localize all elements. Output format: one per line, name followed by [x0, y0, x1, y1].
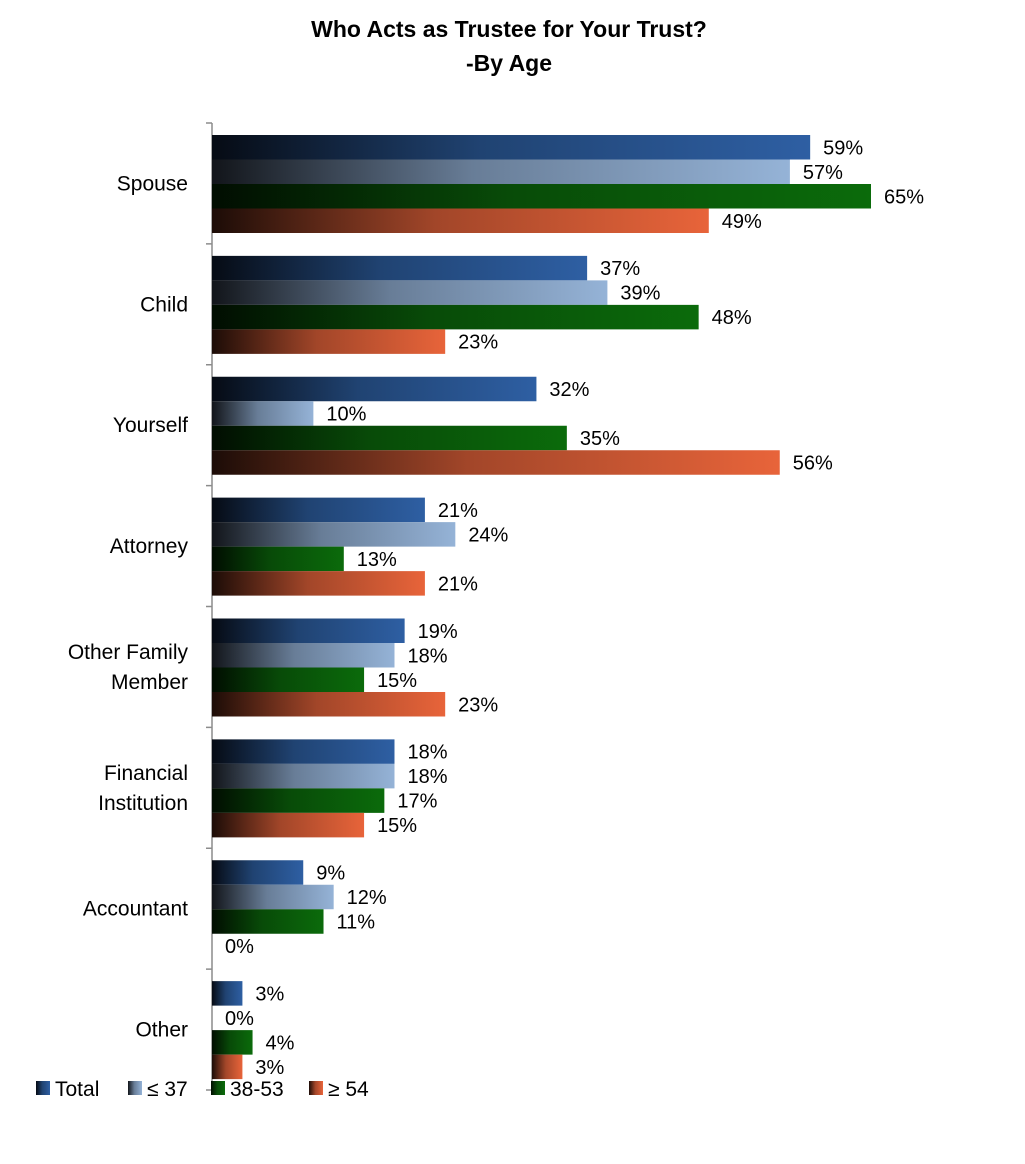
data-label-financial-institution-total: 18% — [407, 742, 447, 764]
bar-other-family-member-ge-54 — [212, 692, 446, 717]
bar-other-total — [212, 981, 243, 1006]
legend-swatch-le-37 — [128, 1081, 142, 1095]
data-label-other-family-member-38-53: 15% — [377, 670, 417, 692]
data-label-spouse-ge-54: 49% — [722, 211, 762, 233]
bar-yourself-ge-54 — [212, 450, 780, 475]
legend-swatch-38-53 — [211, 1081, 225, 1095]
data-label-attorney-38-53: 13% — [357, 549, 397, 571]
bar-attorney-total — [212, 497, 425, 523]
legend-label-ge-54: ≥ 54 — [328, 1078, 369, 1101]
bar-spouse-ge-54 — [212, 208, 709, 233]
data-label-yourself-38-53: 35% — [580, 428, 620, 450]
data-label-yourself-le-37: 10% — [326, 404, 366, 426]
data-label-financial-institution-38-53: 17% — [397, 791, 437, 813]
bar-financial-institution-le-37 — [212, 763, 395, 789]
data-label-other-family-member-le-37: 18% — [407, 645, 447, 667]
data-label-attorney-le-37: 24% — [468, 524, 508, 546]
category-label-other: Other — [135, 1019, 188, 1042]
legend-label-total: Total — [55, 1078, 99, 1101]
data-label-yourself-total: 32% — [549, 379, 589, 401]
chart-title: Who Acts as Trustee for Your Trust? — [311, 16, 707, 42]
bar-attorney-38-53 — [212, 546, 344, 572]
legend-label-38-53: 38-53 — [230, 1078, 284, 1101]
data-label-child-ge-54: 23% — [458, 332, 498, 354]
data-label-financial-institution-ge-54: 15% — [377, 815, 417, 837]
bar-yourself-38-53 — [212, 425, 567, 451]
bar-child-le-37 — [212, 280, 608, 305]
bar-other-family-member-total — [212, 618, 405, 643]
bar-financial-institution-total — [212, 739, 395, 764]
category-label-other-family-member: Other Family — [68, 641, 189, 664]
category-label-child: Child — [140, 293, 188, 316]
category-label-yourself: Yourself — [113, 414, 188, 437]
data-label-accountant-total: 9% — [316, 863, 345, 885]
bar-other-ge-54 — [212, 1054, 243, 1080]
data-label-accountant-le-37: 12% — [347, 887, 387, 909]
data-label-child-38-53: 48% — [712, 307, 752, 329]
bar-financial-institution-ge-54 — [212, 812, 365, 838]
category-label-accountant: Accountant — [83, 898, 188, 921]
data-label-child-le-37: 39% — [620, 283, 660, 305]
data-label-spouse-total: 59% — [823, 137, 863, 159]
data-label-child-total: 37% — [600, 258, 640, 280]
data-label-spouse-le-37: 57% — [803, 162, 843, 184]
data-label-other-ge-54: 3% — [255, 1057, 284, 1079]
legend-swatch-total — [36, 1081, 50, 1095]
bar-child-ge-54 — [212, 329, 446, 354]
data-label-other-family-member-total: 19% — [418, 621, 458, 643]
data-label-attorney-total: 21% — [438, 500, 478, 522]
bar-accountant-total — [212, 860, 304, 885]
bar-spouse-38-53 — [212, 184, 871, 209]
data-label-other-family-member-ge-54: 23% — [458, 694, 498, 716]
bar-attorney-ge-54 — [212, 571, 425, 596]
bar-child-38-53 — [212, 304, 699, 330]
bar-attorney-le-37 — [212, 522, 456, 547]
chart-subtitle: -By Age — [466, 50, 552, 76]
category-label-financial-institution: Institution — [98, 792, 188, 815]
bar-accountant-38-53 — [212, 909, 324, 934]
legend-label-le-37: ≤ 37 — [147, 1078, 188, 1101]
data-label-attorney-ge-54: 21% — [438, 573, 478, 595]
data-label-other-total: 3% — [255, 983, 284, 1005]
bar-other-family-member-38-53 — [212, 667, 365, 692]
data-label-accountant-38-53: 11% — [337, 912, 376, 934]
bar-yourself-le-37 — [212, 401, 314, 426]
legend-swatch-ge-54 — [309, 1081, 323, 1095]
bar-yourself-total — [212, 376, 537, 402]
data-label-financial-institution-le-37: 18% — [407, 766, 447, 788]
data-label-spouse-38-53: 65% — [884, 186, 924, 208]
data-label-other-le-37: 0% — [225, 1008, 254, 1030]
category-labels: Spouse Child Yourself Attorney Other Family M… — [68, 172, 189, 1041]
bar-accountant-le-37 — [212, 884, 334, 910]
data-labels: 59%57%65%49%37%39%48%23%32%10%35%56%21%2… — [225, 137, 924, 1079]
category-label-attorney: Attorney — [110, 535, 189, 558]
category-label-financial-institution: Financial — [104, 762, 188, 785]
category-label-spouse: Spouse — [117, 172, 188, 195]
data-label-yourself-ge-54: 56% — [793, 453, 833, 475]
category-label-other-family-member: Member — [111, 671, 188, 694]
data-label-accountant-ge-54: 0% — [225, 936, 254, 958]
bars — [212, 135, 871, 1080]
bar-other-family-member-le-37 — [212, 643, 395, 668]
data-label-other-38-53: 4% — [266, 1032, 295, 1054]
bar-spouse-total — [212, 135, 811, 160]
bar-financial-institution-38-53 — [212, 788, 385, 813]
bar-child-total — [212, 255, 588, 281]
bar-spouse-le-37 — [212, 159, 790, 184]
legend: Total ≤ 37 38-53 ≥ 54 — [36, 1078, 369, 1101]
bar-other-38-53 — [212, 1030, 253, 1055]
y-axis — [206, 122, 213, 1091]
